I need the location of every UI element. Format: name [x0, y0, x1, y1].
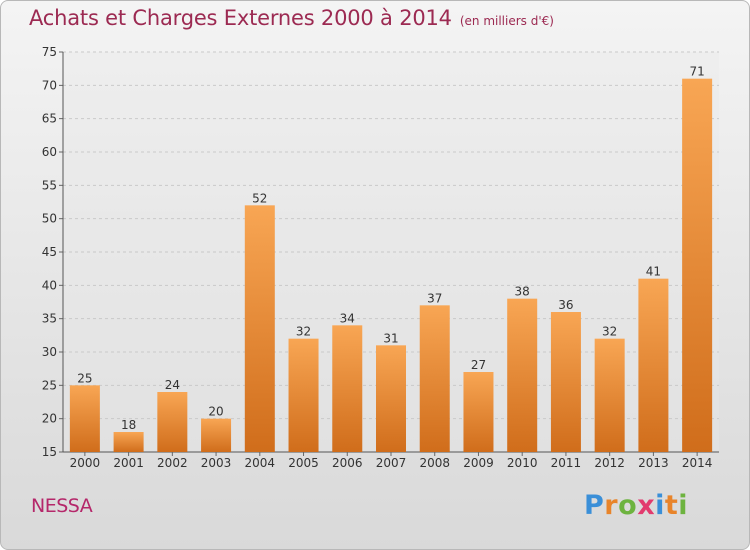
- x-tick-label: 2006: [332, 456, 363, 470]
- chart-title: Achats et Charges Externes 2000 à 2014 (e…: [29, 6, 554, 30]
- logo-letter: P: [584, 490, 605, 521]
- x-tick-label: 2013: [638, 456, 669, 470]
- y-tick-label: 65: [42, 112, 57, 126]
- data-label: 36: [558, 298, 573, 312]
- bar: [682, 78, 713, 453]
- y-tick-label: 35: [42, 312, 57, 326]
- y-tick-label: 15: [42, 445, 57, 459]
- data-label: 34: [340, 311, 355, 325]
- logo-letter: i: [655, 490, 665, 521]
- y-tick-label: 40: [42, 278, 57, 292]
- x-tick-label: 2009: [463, 456, 494, 470]
- y-tick-label: 20: [42, 412, 57, 426]
- x-tick-label: 2000: [70, 456, 101, 470]
- x-tick-label: 2012: [594, 456, 625, 470]
- data-label: 41: [646, 265, 661, 279]
- x-tick-label: 2008: [419, 456, 450, 470]
- bar: [550, 312, 581, 452]
- x-tick-label: 2010: [507, 456, 538, 470]
- logo-letter: r: [604, 490, 619, 521]
- x-tick-label: 2003: [201, 456, 232, 470]
- y-tick-label: 30: [42, 345, 57, 359]
- data-label: 24: [165, 378, 180, 392]
- y-tick-label: 55: [42, 178, 57, 192]
- data-label: 37: [427, 291, 442, 305]
- data-label: 31: [383, 331, 398, 345]
- x-tick-label: 2014: [682, 456, 713, 470]
- data-label: 32: [296, 325, 311, 339]
- logo-letter: o: [618, 490, 638, 521]
- x-tick-label: 2002: [157, 456, 188, 470]
- y-tick-label: 60: [42, 145, 57, 159]
- bar: [201, 418, 232, 452]
- bar: [157, 392, 188, 452]
- x-tick-label: 2007: [376, 456, 407, 470]
- bar: [507, 298, 538, 452]
- proxiti-logo: Proxiti: [584, 490, 688, 521]
- bar: [69, 385, 100, 452]
- data-label: 27: [471, 358, 486, 372]
- bar: [244, 205, 275, 452]
- bar: [419, 305, 450, 452]
- data-label: 25: [77, 371, 92, 385]
- logo-letter: i: [678, 490, 689, 521]
- x-tick-label: 2011: [551, 456, 582, 470]
- logo-letter: t: [664, 490, 679, 521]
- y-tick-label: 45: [42, 245, 57, 259]
- x-tick-label: 2001: [113, 456, 144, 470]
- x-tick-label: 2004: [245, 456, 276, 470]
- bar: [376, 345, 406, 452]
- commune-name: NESSA: [31, 495, 93, 517]
- bar: [638, 278, 669, 452]
- chart-subtitle: (en milliers d'€): [459, 14, 554, 28]
- bar: [113, 432, 144, 452]
- chart-title-text: Achats et Charges Externes 2000 à 2014: [29, 6, 452, 30]
- bar: [288, 338, 319, 452]
- data-label: 52: [252, 191, 267, 205]
- y-tick-label: 75: [42, 45, 57, 59]
- bar: [463, 372, 494, 452]
- bar: [332, 325, 363, 452]
- y-tick-label: 25: [42, 378, 57, 392]
- data-label: 71: [689, 65, 704, 79]
- data-label: 32: [602, 325, 617, 339]
- data-label: 18: [121, 418, 136, 432]
- data-label: 20: [208, 405, 223, 419]
- y-tick-label: 70: [42, 78, 57, 92]
- bar: [594, 338, 625, 452]
- data-label: 38: [515, 285, 530, 299]
- logo-letter: x: [637, 490, 656, 521]
- y-tick-label: 50: [42, 212, 57, 226]
- x-tick-label: 2005: [288, 456, 319, 470]
